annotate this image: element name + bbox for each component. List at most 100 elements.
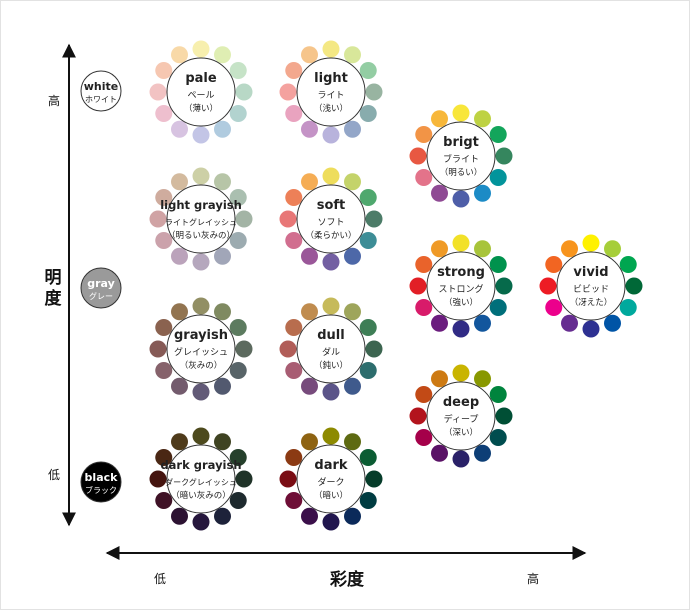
- neutral-white: white ホワイト: [80, 70, 122, 112]
- tone-jp-meaning: （明るい）: [440, 167, 483, 178]
- tone-pale-center: [166, 57, 236, 127]
- neutral-jp: ブラック: [85, 485, 117, 495]
- tone-light-swatch-11: [285, 62, 303, 79]
- tone-deep-center: [426, 381, 496, 451]
- tone-grayish-swatch-6: [214, 377, 231, 395]
- tone-light-grayish-swatch-7: [192, 253, 210, 271]
- tone-soft-swatch-8: [301, 247, 318, 265]
- tone-vivid-swatch-2: [604, 240, 621, 258]
- tone-jp-name: ライト: [317, 90, 344, 101]
- tone-light-swatch-12: [301, 46, 318, 64]
- tone-dull-swatch-3: [359, 319, 377, 336]
- tone-jp-name: グレイッシュ: [174, 346, 228, 358]
- tone-brigt-swatch-9: [415, 169, 433, 186]
- neutral-jp: ホワイト: [85, 95, 117, 104]
- tone-dull-swatch-1: [322, 297, 340, 315]
- tone-name: dark grayish: [160, 458, 241, 472]
- tone-light-grayish-swatch-8: [171, 247, 188, 265]
- neutral-name: black: [85, 471, 119, 484]
- tone-strong-swatch-7: [452, 320, 470, 338]
- tone-dark-swatch-9: [285, 492, 303, 509]
- tone-jp-meaning: （暗い灰みの）: [171, 490, 231, 501]
- tone-deep-swatch-11: [415, 386, 433, 403]
- tone-dark: dark ダーク （暗い）: [279, 427, 383, 531]
- tone-vivid-swatch-3: [619, 256, 637, 273]
- tone-dark-grayish: dark grayish ダークグレイッシュ （暗い灰みの）: [149, 427, 253, 531]
- tone-name: dark: [314, 458, 347, 473]
- tone-brigt-swatch-1: [452, 104, 470, 122]
- tone-dark-swatch-7: [322, 513, 340, 531]
- tone-name: soft: [317, 198, 346, 213]
- tone-jp-name: ライトグレイッシュ: [165, 217, 237, 227]
- tone-dark-swatch-4: [365, 470, 383, 488]
- tone-jp-meaning: （浅い）: [314, 103, 348, 114]
- tone-grayish-swatch-12: [171, 303, 188, 321]
- tone-dark-swatch-1: [322, 427, 340, 445]
- tone-vivid-center: [556, 251, 626, 321]
- tone-soft-swatch-2: [344, 173, 361, 191]
- tone-light-swatch-4: [365, 83, 383, 101]
- tone-deep-swatch-9: [415, 429, 433, 446]
- tone-grayish-center: [166, 314, 236, 384]
- tone-pale-swatch-9: [155, 105, 173, 122]
- lightness-high-label: 高: [48, 93, 60, 108]
- tone-pale-swatch-2: [214, 46, 231, 64]
- tone-jp-meaning: （柔らかい）: [305, 230, 356, 241]
- tone-pale-swatch-3: [229, 62, 247, 79]
- tone-jp-meaning: （暗い）: [314, 490, 348, 501]
- tone-jp-name: ブライト: [443, 153, 479, 165]
- tone-light-swatch-10: [279, 83, 297, 101]
- tone-light-grayish-swatch-5: [229, 232, 247, 249]
- tone-deep: deep ディープ （深い）: [409, 364, 513, 468]
- tone-dark-grayish-swatch-5: [229, 492, 247, 509]
- tone-light-grayish-swatch-1: [192, 167, 210, 185]
- tone-dark-swatch-11: [285, 449, 303, 466]
- tone-deep-swatch-2: [474, 370, 491, 388]
- tone-pale-swatch-5: [229, 105, 247, 122]
- tone-dull-swatch-11: [285, 319, 303, 336]
- tone-soft-swatch-10: [279, 210, 297, 228]
- tone-jp-meaning: （明るい灰みの）: [167, 230, 235, 241]
- tone-brigt-swatch-11: [415, 126, 433, 143]
- saturation-low-label: 低: [154, 572, 166, 586]
- tone-vivid: vivid ビビッド （冴えた）: [539, 234, 643, 338]
- tone-strong-swatch-8: [431, 314, 448, 332]
- tone-dull-swatch-10: [279, 340, 297, 358]
- tone-pale-swatch-6: [214, 120, 231, 138]
- lightness-low-label: 低: [48, 468, 60, 482]
- tone-light-grayish-swatch-3: [229, 189, 247, 206]
- neutral-name: gray: [87, 277, 115, 290]
- tone-jp-name: ダーク: [317, 476, 344, 488]
- tone-brigt-swatch-2: [474, 110, 491, 128]
- tone-deep-swatch-7: [452, 450, 470, 468]
- tone-dull: dull ダル （鈍い）: [279, 297, 383, 401]
- tone-dull-swatch-6: [344, 377, 361, 395]
- neutral-name: white: [84, 80, 118, 93]
- tone-strong-swatch-6: [474, 314, 491, 332]
- tone-dark-grayish-swatch-6: [214, 507, 231, 525]
- tone-jp-meaning: （鈍い）: [314, 360, 348, 371]
- tone-brigt-swatch-10: [409, 147, 427, 165]
- tone-jp-name: ダークグレイッシュ: [165, 477, 237, 487]
- tone-light-grayish: light grayish ライトグレイッシュ （明るい灰みの）: [149, 167, 253, 271]
- saturation-axis-title: 彩度: [329, 569, 365, 590]
- tone-pale-swatch-8: [171, 120, 188, 138]
- tone-dull-swatch-12: [301, 303, 318, 321]
- tone-strong-swatch-11: [415, 256, 433, 273]
- tone-vivid-swatch-9: [545, 299, 563, 316]
- tone-dark-grayish-swatch-8: [171, 507, 188, 525]
- tone-deep-swatch-4: [495, 407, 513, 425]
- tone-name: vivid: [573, 265, 608, 280]
- tone-deep-swatch-5: [489, 429, 507, 446]
- tone-name: pale: [185, 71, 217, 86]
- tone-strong-swatch-2: [474, 240, 491, 258]
- tone-dark-grayish-swatch-10: [149, 470, 167, 488]
- tone-name: brigt: [443, 135, 479, 150]
- tone-vivid-swatch-7: [582, 320, 600, 338]
- tone-dark-swatch-2: [344, 433, 361, 451]
- tone-grayish-swatch-1: [192, 297, 210, 315]
- tone-deep-swatch-6: [474, 444, 491, 462]
